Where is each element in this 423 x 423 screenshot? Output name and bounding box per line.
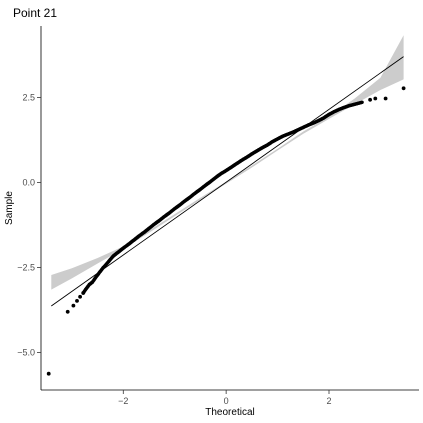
data-point <box>75 299 79 303</box>
data-point <box>71 303 76 308</box>
x-axis-label: Theoretical <box>205 407 254 418</box>
x-tick-label: 2 <box>326 396 331 406</box>
x-tick-label: 0 <box>224 396 229 406</box>
y-axis-label: Sample <box>4 191 15 225</box>
reference-line <box>51 56 404 307</box>
chart-title: Point 21 <box>13 6 57 20</box>
y-tick-label: 0.0 <box>22 177 35 187</box>
x-tick-label: −2 <box>118 396 128 406</box>
y-tick-label: −5.0 <box>17 348 35 358</box>
confidence-band <box>51 35 404 290</box>
confidence-band-layer <box>51 35 404 290</box>
data-point <box>46 371 51 376</box>
y-tick-label: −2.5 <box>17 263 35 273</box>
y-tick-label: 2.5 <box>22 92 35 102</box>
data-point <box>401 86 406 91</box>
y-ticks: −5.0 −2.5 0.0 2.5 <box>17 92 41 358</box>
data-point <box>368 97 372 102</box>
data-point <box>373 96 378 101</box>
data-point <box>360 100 364 105</box>
x-ticks: −2 0 2 <box>118 390 332 406</box>
points-layer <box>46 86 406 376</box>
data-point <box>65 309 70 314</box>
data-point <box>383 96 388 101</box>
reference-line-layer <box>51 56 404 307</box>
data-point <box>78 294 82 299</box>
